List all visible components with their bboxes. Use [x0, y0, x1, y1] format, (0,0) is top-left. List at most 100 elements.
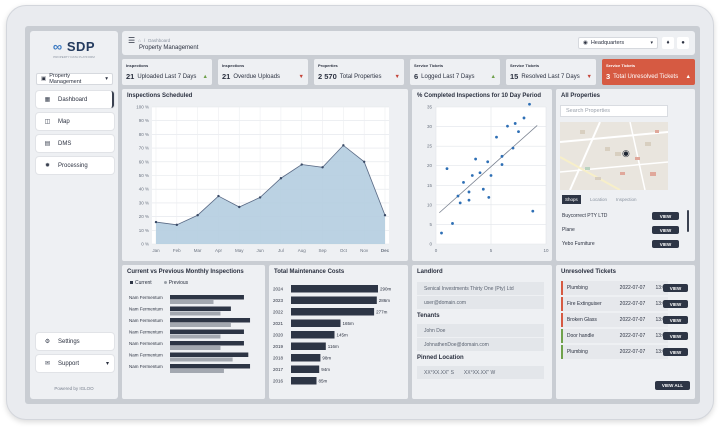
category-label: Nam Fermentum — [129, 341, 163, 346]
building-icon: ▣ — [41, 76, 47, 82]
x-tick-label: Jul — [278, 248, 284, 253]
kpi-card[interactable]: Inspections 21 Uploaded Last 7 Days ▲ — [122, 59, 212, 85]
logo-text: SDP — [66, 39, 96, 54]
property-name: Plane — [562, 226, 575, 233]
y-tick-label: 60 % — [139, 159, 149, 164]
y-tick-label: 0 — [429, 242, 432, 247]
x-tick-label: Mar — [194, 248, 202, 253]
view-button[interactable]: VIEW — [663, 300, 688, 308]
view-button[interactable]: VIEW — [663, 348, 688, 356]
notification-bell-icon[interactable]: ♦ — [662, 37, 674, 49]
legend-label: Current — [135, 280, 152, 286]
nav-map[interactable]: ◫ Map — [36, 113, 114, 130]
location-select[interactable]: ◉ Headquarters ▾ — [578, 37, 658, 49]
category-label: Nam Fermentum — [129, 307, 163, 312]
panel-title: Total Maintenance Costs — [274, 269, 345, 275]
nav-dms[interactable]: ▤ DMS — [36, 135, 114, 152]
kpi-text: Overdue Uploads — [233, 73, 281, 80]
ticket-name: Plumbing — [566, 285, 588, 291]
x-tick-label: Apr — [215, 248, 223, 253]
home-icon[interactable]: ⌂ — [138, 38, 141, 43]
nav-settings[interactable]: ⚙ Settings — [36, 333, 114, 350]
view-button[interactable]: VIEW — [652, 226, 679, 234]
y-tick-label: 5 — [429, 222, 432, 227]
search-properties-input[interactable]: Search Properties — [560, 105, 668, 117]
nav-support[interactable]: ✉ Support ▾ — [36, 355, 114, 372]
data-point — [489, 174, 493, 177]
y-tick-label: 40 % — [139, 187, 149, 192]
status-bar — [561, 345, 563, 359]
category-label: 2017 — [273, 367, 284, 372]
y-tick-label: 30 — [427, 124, 433, 129]
kpi-text: Logged Last 7 Days — [421, 73, 475, 80]
nav-label: Map — [58, 118, 70, 125]
data-point — [500, 154, 504, 158]
kpi-card[interactable]: Service Tickets 6 Logged Last 7 Days ▲ — [410, 59, 500, 85]
data-point — [470, 174, 474, 177]
nav-label: Processing — [58, 162, 88, 169]
data-point — [238, 205, 241, 209]
kpi-card-alert[interactable]: Service Tickets 3 Total Unresolved Ticket… — [602, 59, 695, 85]
location-pin-icon[interactable]: ◉ — [622, 148, 630, 158]
tab-shops[interactable]: Shops — [562, 195, 581, 204]
data-point — [175, 223, 179, 227]
data-point — [467, 198, 471, 202]
view-button[interactable]: VIEW — [663, 332, 688, 340]
view-button[interactable]: VIEW — [652, 240, 679, 248]
category-label: 2016 — [273, 379, 284, 384]
nav-processing[interactable]: ✹ Processing — [36, 157, 114, 174]
kpi-value: 6 — [414, 72, 419, 81]
panel-title: All Properties — [561, 93, 601, 99]
bar-current — [170, 329, 244, 334]
kpi-card[interactable]: Service Tickets 15 Resolved Last 7 Days ▼ — [506, 59, 596, 85]
y-tick-label: 15 — [427, 183, 433, 188]
data-point — [279, 177, 283, 180]
bar-previous — [170, 357, 233, 362]
view-button[interactable]: VIEW — [652, 212, 679, 220]
kpi-card[interactable]: Properties 2 570 Total Properties ▼ — [314, 59, 404, 85]
y-tick-label: 25 — [427, 144, 433, 149]
tab-location[interactable]: Location — [590, 197, 608, 202]
list-scrollbar[interactable] — [687, 210, 689, 232]
current-vs-previous-panel: Current vs Previous Monthly Inspections … — [122, 265, 265, 399]
ticket-time: 13:05 — [655, 285, 668, 291]
kpi-text: Resolved Last 7 Days — [521, 73, 580, 80]
latitude: XX°XX.XX" S — [424, 369, 454, 376]
category-label: 2019 — [273, 344, 284, 349]
y-tick-label: 0 % — [141, 242, 149, 247]
property-type-select[interactable]: ▣ Property Management ▾ — [36, 73, 113, 85]
view-button[interactable]: VIEW — [663, 316, 688, 324]
bar — [291, 342, 326, 350]
category-label: 2024 — [273, 287, 284, 292]
breadcrumb-dashboard[interactable]: Dashboard — [148, 38, 171, 43]
property-name: Yebo Furniture — [562, 240, 595, 247]
view-all-button[interactable]: VIEW ALL — [655, 381, 690, 390]
y-tick-label: 20 % — [139, 214, 149, 219]
nav-label: DMS — [58, 140, 72, 147]
ticket-time: 13:05 — [655, 317, 668, 323]
tab-inspection[interactable]: Inspection — [616, 197, 637, 202]
view-button[interactable]: VIEW — [663, 284, 688, 292]
data-point — [522, 116, 526, 120]
user-icon[interactable]: ● — [677, 37, 689, 49]
data-point — [478, 171, 482, 175]
landlord-email: user@domain.com — [417, 296, 544, 309]
x-tick-label: Dec — [381, 248, 390, 253]
data-point — [217, 194, 220, 198]
processing-icon: ✹ — [44, 163, 51, 169]
data-point — [511, 146, 515, 150]
hamburger-menu-icon[interactable]: ☰ — [128, 36, 136, 45]
logo-subtitle: PROPERTY DATA PLATFORM — [53, 55, 95, 59]
kpi-card[interactable]: Inspections 21 Overdue Uploads ▼ — [218, 59, 308, 85]
properties-map[interactable]: ◉ — [560, 122, 668, 190]
nav-dashboard[interactable]: ▦ Dashboard — [36, 91, 114, 108]
document-icon: ▤ — [44, 141, 51, 147]
data-point — [456, 194, 460, 198]
kpi-value: 2 570 — [318, 72, 337, 81]
data-label: 286m — [379, 298, 391, 303]
property-name: Buycorrect PTY LTD — [562, 212, 608, 219]
kpi-label: Service Tickets — [510, 63, 540, 68]
ticket-date: 2022-07-07 — [619, 317, 646, 323]
bar-previous — [170, 323, 231, 327]
kpi-value: 21 — [222, 72, 231, 81]
